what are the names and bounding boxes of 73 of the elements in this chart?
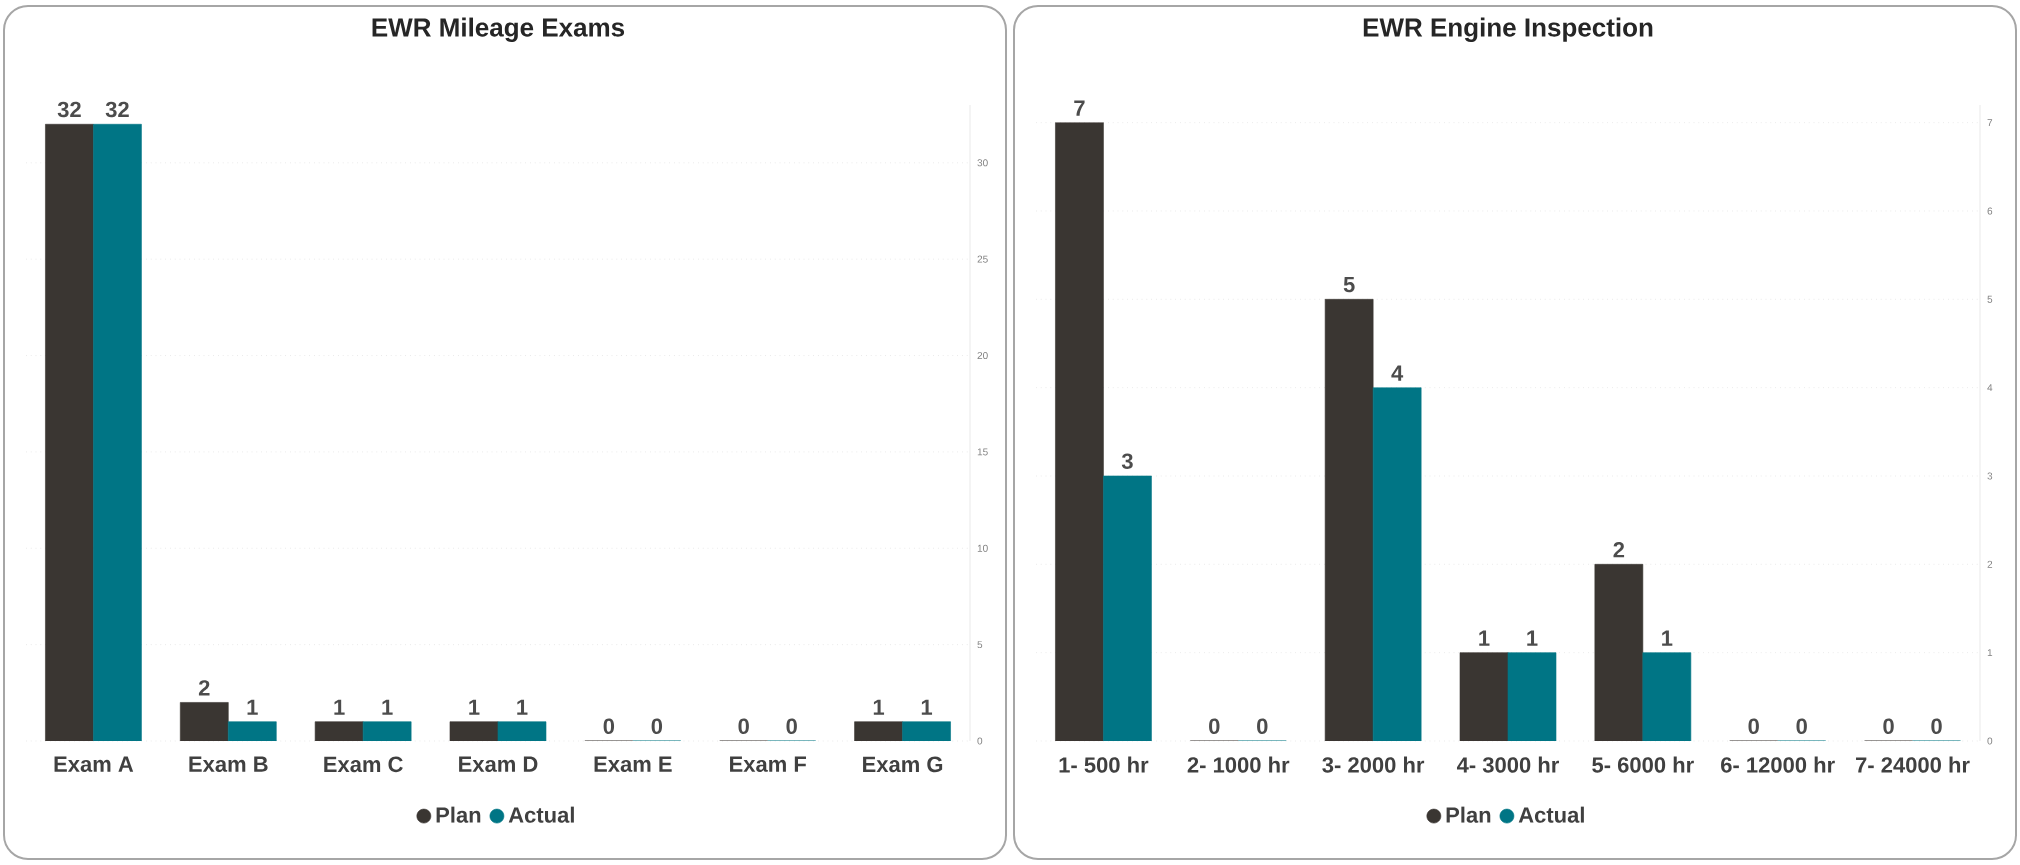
data-label: 32 (105, 101, 129, 118)
data-label: 1 (1662, 630, 1673, 646)
x-tick-label: Exam E (594, 756, 672, 772)
bar (314, 721, 364, 741)
y-tick-label: 0 (977, 737, 983, 745)
data-label: 0 (1931, 718, 1942, 735)
y-tick-label: 30 (977, 159, 988, 167)
data-label: 1 (247, 699, 258, 715)
x-tick-label: 1- 500 hr (1059, 756, 1149, 773)
y-tick-label: 25 (977, 255, 988, 263)
y-tick-label: 4 (1987, 384, 1993, 392)
y-tick-label: 0 (1987, 737, 1993, 745)
data-label: 1 (873, 699, 885, 715)
y-tick-label: 2 (1987, 560, 1993, 568)
data-label: 0 (1883, 718, 1894, 735)
data-label: 1 (469, 699, 480, 715)
y-tick-label: 3 (1987, 472, 1993, 480)
y-tick-label: 15 (977, 448, 988, 456)
data-label: 32 (57, 101, 81, 118)
x-tick-label: Exam C (324, 756, 403, 773)
legend-label: Plan (436, 806, 481, 823)
bar (902, 721, 951, 741)
x-tick-label: 6- 12000 hr (1721, 756, 1835, 773)
data-label: 1 (1527, 630, 1538, 646)
x-tick-label: Exam G (863, 756, 943, 773)
data-label: 0 (1257, 718, 1268, 735)
data-label: 1 (334, 699, 345, 715)
data-label: 0 (1748, 718, 1759, 735)
data-label: 5 (1343, 277, 1355, 293)
data-label: 0 (1209, 718, 1220, 735)
bar (179, 702, 229, 741)
x-tick-label: 2- 1000 hr (1187, 756, 1290, 773)
bar (45, 123, 94, 741)
x-tick-label: 7- 24000 hr (1856, 756, 1970, 773)
bar (854, 721, 903, 741)
data-label: 2 (1613, 542, 1625, 558)
chart-title: EWR Mileage Exams (372, 17, 625, 42)
chart-title: EWR Engine Inspection (1363, 17, 1653, 42)
data-label: 1 (921, 699, 933, 715)
y-tick-label: 1 (1987, 649, 1993, 657)
data-label: 3 (1121, 453, 1133, 470)
x-tick-label: Exam F (730, 756, 807, 772)
data-label: 1 (1479, 630, 1490, 646)
y-tick-label: 5 (977, 641, 983, 649)
y-tick-label: 5 (1987, 295, 1993, 303)
legend-label: Actual (1518, 806, 1584, 823)
bar (362, 721, 412, 741)
data-label: 1 (382, 699, 393, 715)
data-label: 1 (517, 699, 528, 715)
bar (497, 721, 547, 741)
y-tick-label: 10 (977, 544, 988, 552)
x-tick-label: Exam D (459, 756, 538, 772)
bar (227, 721, 277, 741)
data-label: 0 (651, 718, 663, 735)
bar (449, 721, 499, 741)
bar (93, 123, 142, 741)
data-label: 0 (1796, 718, 1807, 735)
x-tick-label: Exam A (54, 756, 134, 772)
x-tick-label: Exam B (189, 756, 268, 772)
data-label: 0 (786, 718, 797, 735)
x-tick-label: 5- 6000 hr (1592, 756, 1694, 773)
data-label: 7 (1074, 100, 1085, 116)
y-tick-label: 20 (977, 351, 988, 360)
data-label: 2 (198, 680, 210, 696)
x-tick-label: 3- 2000 hr (1322, 756, 1425, 773)
legend-label: Actual (508, 806, 574, 823)
legend-label: Plan (1446, 806, 1491, 823)
data-label: 4 (1391, 365, 1404, 381)
data-label: 0 (603, 718, 615, 735)
y-tick-label: 6 (1987, 207, 1993, 215)
y-tick-label: 7 (1987, 119, 1993, 127)
data-label: 0 (738, 718, 749, 735)
x-tick-label: 4- 3000 hr (1456, 756, 1559, 773)
